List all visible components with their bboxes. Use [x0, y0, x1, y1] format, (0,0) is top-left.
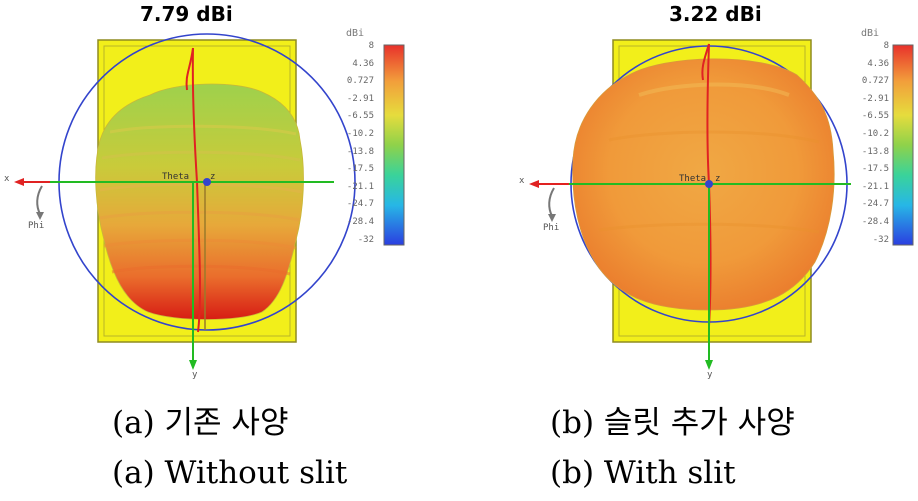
axis-label-z-b: z	[715, 174, 721, 184]
radiation-pattern-panel-a: 7.79 dBi	[0, 0, 459, 400]
pattern-plot-b	[529, 39, 914, 370]
colorbar-tick-label: -24.7	[861, 199, 889, 210]
colorbar-tick-label: 8	[883, 41, 889, 51]
caption-english-b: (b) With slit	[550, 455, 736, 491]
colorbar-tick-label: -17.5	[346, 164, 374, 175]
colorbar-tick-label: -21.1	[861, 181, 889, 192]
theta-label-a: Theta	[162, 172, 190, 182]
axis-label-x-a: x	[4, 174, 10, 184]
colorbar-tick-label: -2.91	[861, 93, 889, 104]
axis-label-y-a: y	[192, 370, 198, 380]
theta-label-b: Theta	[679, 174, 707, 184]
colorbar-unit-b: dBi	[861, 28, 880, 39]
caption-korean-b: (b) 슬릿 추가 사양	[550, 405, 795, 441]
colorbar-tick-label: -28.4	[861, 217, 889, 227]
colorbar-tick-label: 4.36	[867, 58, 889, 69]
axis-label-x-b: x	[519, 176, 525, 186]
colorbar-tick-label: 8	[368, 41, 374, 51]
colorbar-tick-label: -21.1	[346, 181, 374, 192]
colorbar-tick-label: -6.55	[861, 111, 889, 122]
pattern-surface-a	[95, 83, 304, 320]
caption-english-a: (a) Without slit	[112, 455, 348, 491]
colorbar-tick-label: -6.55	[346, 111, 374, 122]
colorbar-tick-label: -10.2	[346, 129, 374, 139]
phi-label-b: Phi	[543, 223, 560, 233]
colorbar-tick-label: -28.4	[346, 217, 374, 227]
colorbar-tick-label: -32	[872, 234, 889, 245]
colorbar-tick-label: -32	[357, 234, 374, 245]
axis-label-y-b: y	[707, 370, 713, 380]
colorbar-b	[892, 44, 914, 246]
colorbar-tick-label: -13.8	[346, 146, 374, 157]
captions: (a) 기존 사양 (a) Without slit (b) 슬릿 추가 사양 …	[0, 400, 918, 501]
axis-label-z-a: z	[210, 172, 216, 182]
colorbar-tick-label: 0.727	[861, 76, 889, 87]
colorbar-tick-label: -10.2	[861, 129, 889, 139]
gain-title-b: 3.22 dBi	[669, 2, 762, 26]
colorbar-unit-a: dBi	[346, 28, 365, 39]
colorbar-tick-label: -24.7	[346, 199, 374, 210]
colorbar-tick-label: -2.91	[346, 93, 374, 104]
phi-label-a: Phi	[28, 221, 45, 231]
colorbar-tick-label: -17.5	[861, 164, 889, 175]
colorbar-tick-label: -13.8	[861, 146, 889, 157]
colorbar-a	[383, 44, 405, 246]
colorbar-tick-label: 4.36	[352, 58, 374, 69]
caption-korean-a: (a) 기존 사양	[112, 405, 289, 441]
colorbar-tick-label: 0.727	[346, 76, 374, 87]
pattern-plot-a	[14, 33, 405, 370]
gain-title-a: 7.79 dBi	[140, 2, 233, 26]
radiation-pattern-panel-b: 3.22 dBi	[459, 0, 918, 400]
